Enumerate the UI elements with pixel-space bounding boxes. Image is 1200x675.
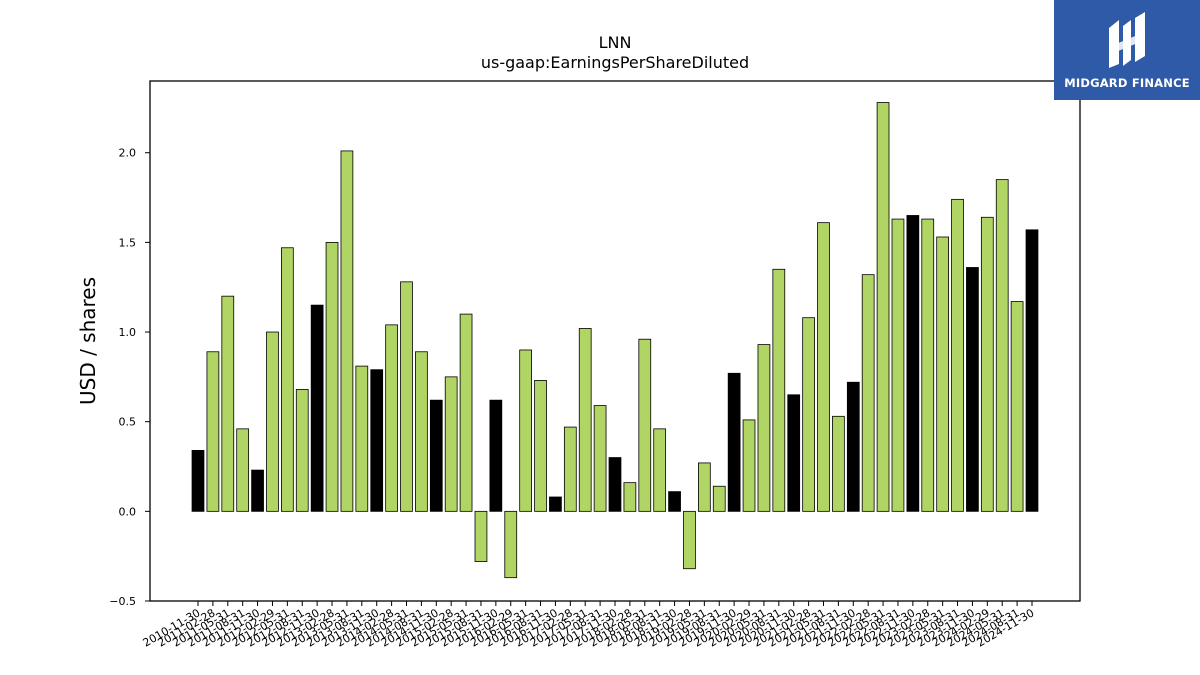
bar-2017-02-28 xyxy=(563,426,577,512)
x-axis-ticks: 2010-11-302011-02-282011-05-312011-08-31… xyxy=(141,601,1037,650)
bar-2018-02-28 xyxy=(623,482,637,512)
midgard-logo-icon xyxy=(1109,12,1145,68)
midgard-finance-logo: MIDGARD FINANCE xyxy=(1054,0,1200,100)
bar-2022-02-28 xyxy=(861,274,875,512)
bar-2016-05-31 xyxy=(519,349,533,512)
bar-2021-05-31 xyxy=(817,222,830,512)
bar-2016-08-31 xyxy=(534,380,547,512)
y-tick-label: 2.0 xyxy=(119,147,137,160)
bar-2017-11-30 xyxy=(608,457,622,512)
bar-2014-08-31 xyxy=(415,351,428,512)
bar-2022-05-31 xyxy=(876,102,890,512)
bar-2018-08-31 xyxy=(653,428,667,512)
bar-2020-02-29 xyxy=(742,419,756,512)
chart-subtitle: us-gaap:EarningsPerShareDiluted xyxy=(481,53,749,72)
bar-2022-08-31 xyxy=(891,218,905,512)
bar-2019-11-30 xyxy=(727,372,741,512)
bar-2020-11-30 xyxy=(787,394,801,512)
bar-2020-05-31 xyxy=(757,344,771,512)
plot-frame xyxy=(149,80,1081,602)
bar-2012-02-29 xyxy=(266,331,279,512)
bar-2015-08-31 xyxy=(474,510,488,562)
bar-2014-02-28 xyxy=(385,324,398,512)
bar-2019-08-31 xyxy=(712,485,726,512)
logo-text: MIDGARD FINANCE xyxy=(1064,76,1190,90)
y-tick-label: 1.0 xyxy=(119,326,137,339)
bar-2024-08-31 xyxy=(1010,301,1024,512)
bar-2011-08-31 xyxy=(236,428,250,512)
bar-2024-02-29 xyxy=(980,216,994,512)
bar-2024-11-30 xyxy=(1025,229,1039,512)
bar-2022-11-30 xyxy=(906,215,920,512)
bar-2023-02-28 xyxy=(921,218,935,512)
bar-2015-05-31 xyxy=(459,313,473,512)
bar-2011-05-31 xyxy=(221,295,235,512)
y-tick-label: 1.5 xyxy=(119,236,137,249)
bar-2013-08-31 xyxy=(355,365,369,512)
bar-2011-02-28 xyxy=(206,351,220,512)
bar-2011-11-30 xyxy=(251,469,264,512)
y-tick-label: 0.5 xyxy=(119,416,137,429)
bar-2021-08-31 xyxy=(832,415,845,512)
y-axis-label: USD / shares xyxy=(76,277,100,405)
bar-2016-11-30 xyxy=(549,496,562,512)
bar-2010-11-30 xyxy=(191,449,205,512)
bar-2012-05-31 xyxy=(280,247,294,512)
bar-2023-08-31 xyxy=(951,198,964,512)
bar-2017-05-31 xyxy=(578,328,592,512)
bar-2013-11-30 xyxy=(370,369,384,512)
bar-2017-08-31 xyxy=(593,405,607,512)
bar-2020-08-31 xyxy=(772,268,786,512)
y-axis-ticks: −0.5 0.0 0.5 1.0 1.5 2.0 xyxy=(109,147,150,608)
bar-2012-08-31 xyxy=(295,389,309,512)
y-tick-label: −0.5 xyxy=(109,595,136,608)
bar-2023-05-31 xyxy=(936,236,950,512)
bar-2012-11-30 xyxy=(310,304,324,512)
bar-2021-11-30 xyxy=(846,381,860,512)
bar-2015-02-28 xyxy=(444,376,458,512)
bar-2018-11-30 xyxy=(668,491,681,512)
bar-2014-11-30 xyxy=(429,399,443,512)
bar-2023-11-30 xyxy=(966,267,979,512)
chart-title: LNN xyxy=(599,33,632,52)
bar-2016-02-29 xyxy=(504,510,518,579)
bar-2014-05-31 xyxy=(400,281,413,512)
bar-2013-05-31 xyxy=(340,150,354,512)
bar-2021-02-28 xyxy=(802,317,815,512)
bar-2013-02-28 xyxy=(325,241,339,512)
bar-2018-05-31 xyxy=(638,338,652,512)
bar-2019-02-28 xyxy=(683,510,696,570)
y-tick-label: 0.0 xyxy=(119,505,137,518)
bar-2024-05-31 xyxy=(995,179,1009,512)
bar-2015-11-30 xyxy=(489,399,503,512)
bar-2019-05-31 xyxy=(698,462,711,512)
bars-group xyxy=(191,102,1039,579)
